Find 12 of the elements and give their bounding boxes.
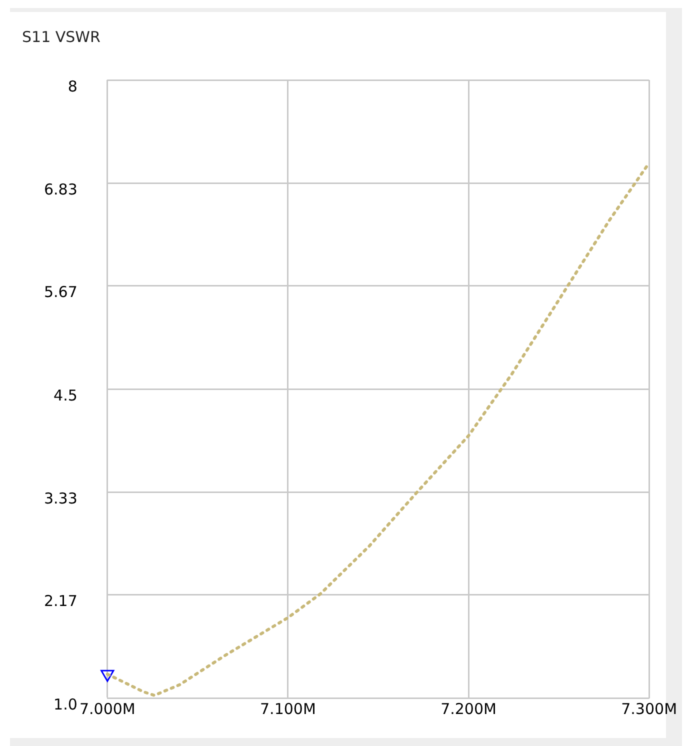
y-tick-label: 1.0 xyxy=(54,695,78,714)
y-tick-label: 8 xyxy=(68,77,78,96)
x-tick-label: 7.200M xyxy=(440,700,496,718)
x-tick-label: 7.100M xyxy=(260,700,316,718)
chart-title: S11 VSWR xyxy=(22,28,100,46)
y-tick-label: 2.17 xyxy=(44,592,78,610)
y-tick-label: 5.67 xyxy=(44,283,78,302)
x-tick-label: 7.300M xyxy=(621,700,678,718)
y-tick-label: 3.33 xyxy=(44,490,78,508)
y-tick-label: 6.83 xyxy=(44,180,78,199)
y-tick-label: 4.5 xyxy=(54,386,78,404)
x-tick-label: 7.000M xyxy=(79,700,136,718)
